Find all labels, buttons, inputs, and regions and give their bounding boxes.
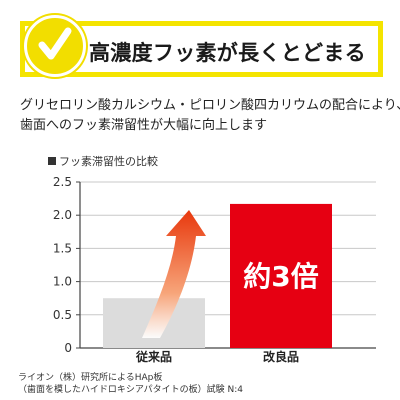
footnote-line-2: （歯面を模したハイドロキシアパタイトの板）試験 N:4 — [18, 385, 243, 395]
description: グリセロリン酸カルシウム・ピロリン酸四カリウムの配合により、 歯面へのフッ素滞留… — [20, 96, 400, 136]
y-tick-label: 2.5 — [53, 175, 72, 189]
x-category-label: 改良品 — [263, 349, 299, 364]
y-tick-label: 2.0 — [53, 208, 72, 222]
description-line-2: 歯面へのフッ素滞留性が大幅に向上します — [20, 118, 268, 133]
y-tick-label: 0.5 — [53, 308, 72, 322]
checkmark-icon — [38, 27, 72, 60]
x-category-label: 従来品 — [135, 349, 172, 364]
x-category-labels: 従来品 改良品 — [135, 349, 299, 364]
bar-2 — [230, 203, 332, 348]
growth-arrow — [142, 210, 206, 338]
y-tick-label: 1.0 — [53, 275, 72, 289]
chart-title-text: フッ素滞留性の比較 — [59, 155, 158, 168]
footnote-line-1: ライオン（株）研究所によるHAp板 — [18, 373, 163, 383]
footnote: ライオン（株）研究所によるHAp板 （歯面を模したハイドロキシアパタイトの板）試… — [18, 372, 243, 396]
y-tick-label: 1.5 — [53, 241, 72, 255]
description-line-1: グリセロリン酸カルシウム・ピロリン酸四カリウムの配合により、 — [20, 98, 400, 113]
chart-title: フッ素滞留性の比較 — [48, 153, 158, 169]
y-tick-labels: 0 0.5 1.0 1.5 2.0 2.5 — [53, 175, 72, 355]
check-badge — [24, 15, 86, 77]
y-tick-label: 0 — [64, 341, 72, 355]
bar-annotation: 約3倍 — [243, 260, 318, 293]
square-bullet-icon — [48, 157, 56, 165]
banner-title: 高濃度フッ素が長くとどまる — [89, 41, 366, 65]
